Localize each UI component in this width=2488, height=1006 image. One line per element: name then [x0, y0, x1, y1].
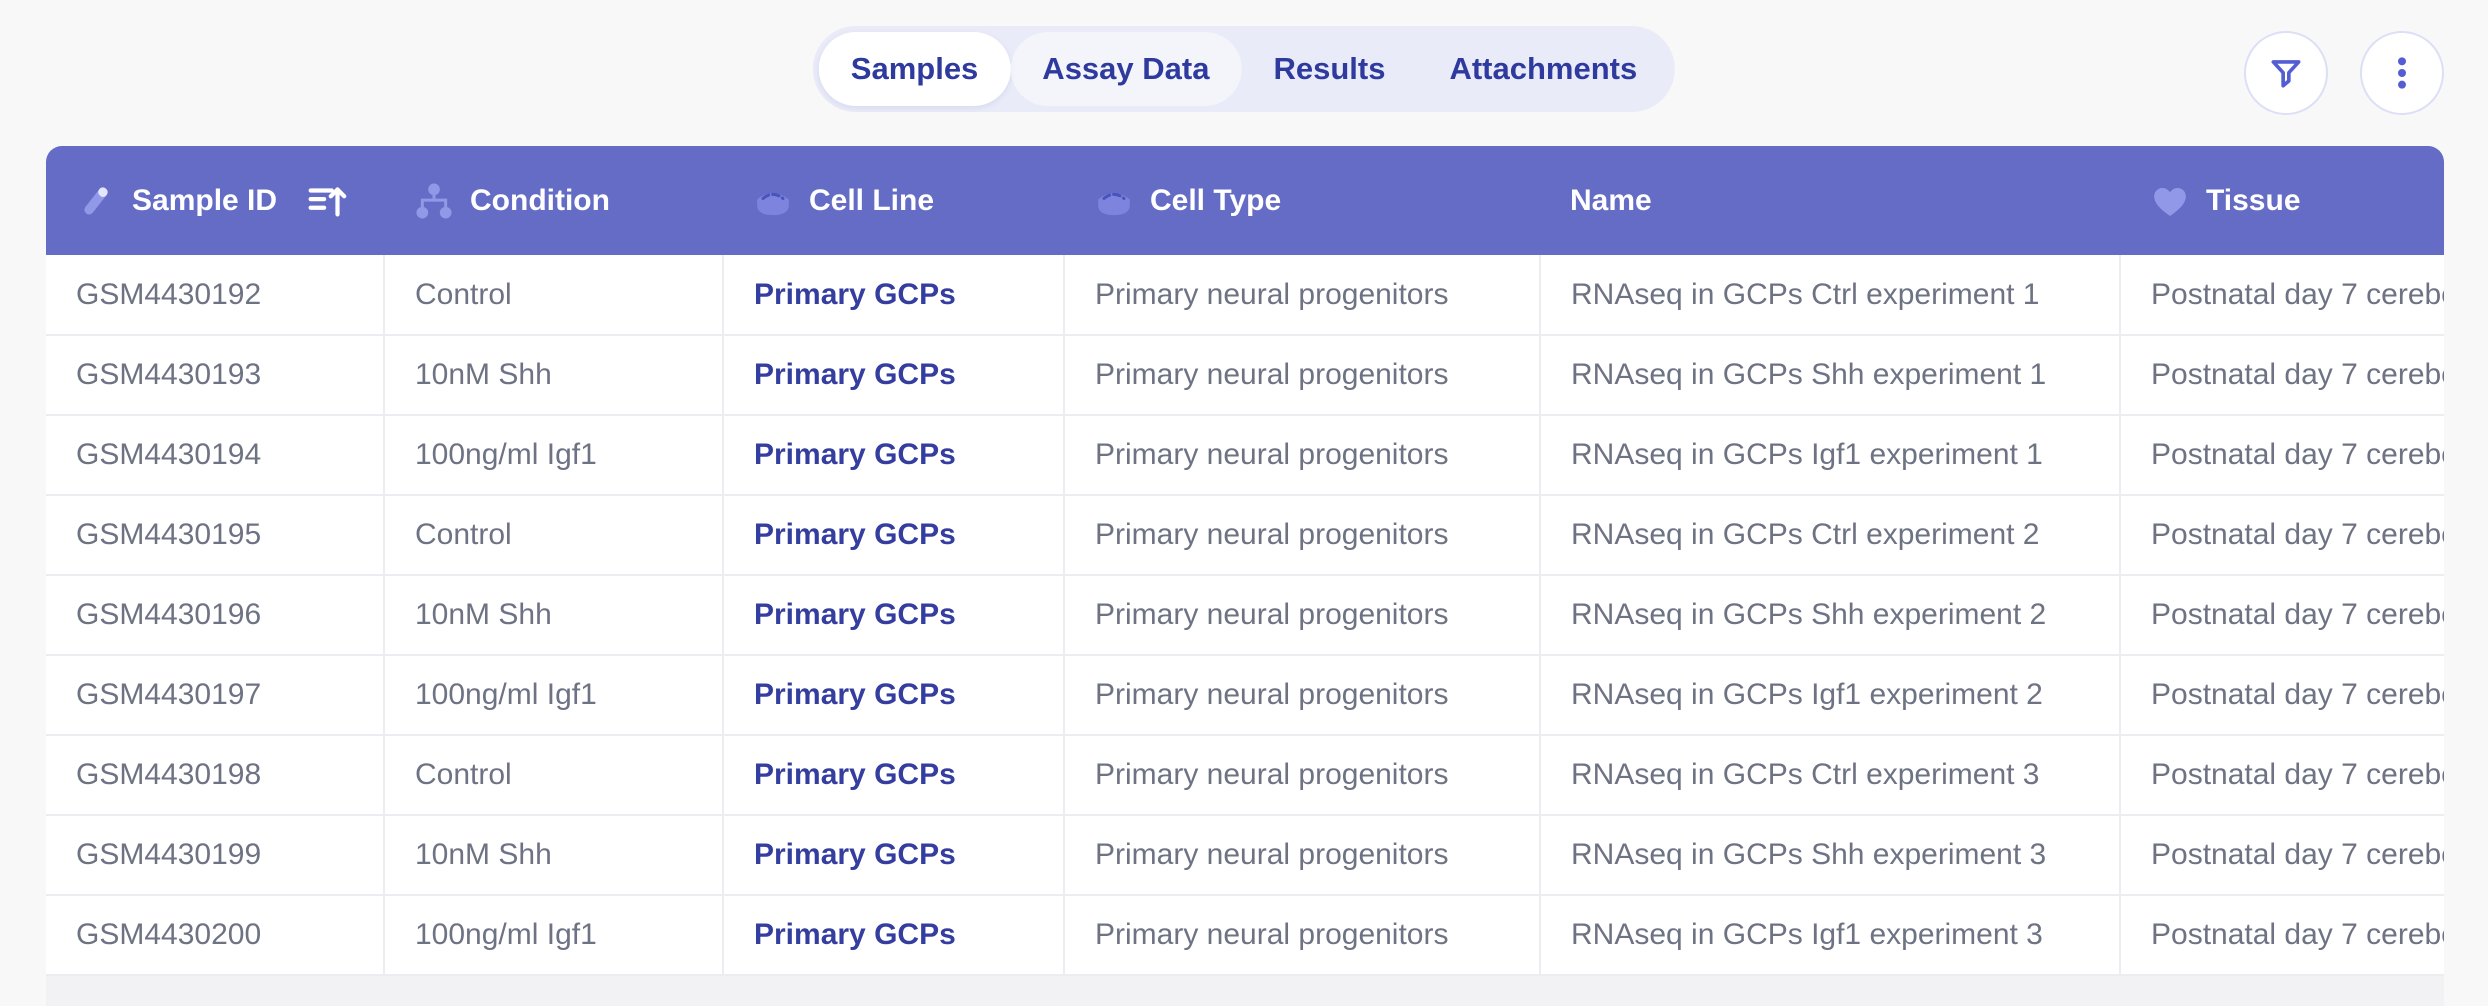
- column-label: Cell Line: [809, 183, 935, 217]
- tissue-cell: Postnatal day 7 cerebellum: [2120, 895, 2444, 976]
- cell-line-link[interactable]: Primary GCPs: [723, 815, 1065, 896]
- tissue-cell: Postnatal day 7 cerebellum: [2120, 415, 2444, 496]
- cell-type-cell: Primary neural progenitors: [1064, 575, 1541, 656]
- cell-line-link[interactable]: Primary GCPs: [723, 735, 1065, 816]
- column-header-tissue[interactable]: Tissue: [2120, 146, 2444, 255]
- sample-id-cell: GSM4430194: [46, 415, 385, 496]
- tissue-cell: Postnatal day 7 cerebellum: [2120, 735, 2444, 816]
- cell-type-cell: Primary neural progenitors: [1064, 895, 1541, 976]
- condition-cell: 10nM Shh: [384, 575, 724, 656]
- sort-ascending-icon: [303, 178, 349, 224]
- condition-cell: Control: [384, 255, 724, 336]
- sample-id-cell: GSM4430195: [46, 495, 385, 576]
- sample-id-cell: GSM4430196: [46, 575, 385, 656]
- filter-button[interactable]: [2244, 31, 2328, 115]
- table-header-row: Sample ID: [46, 146, 2444, 255]
- table-row: GSM4430200 100ng/ml Igf1 Primary GCPs Pr…: [46, 895, 2444, 976]
- cell-line-link[interactable]: Primary GCPs: [723, 895, 1065, 976]
- column-header-condition[interactable]: Condition: [384, 146, 723, 255]
- table-row: GSM4430193 10nM Shh Primary GCPs Primary…: [46, 335, 2444, 416]
- hierarchy-icon: [414, 181, 454, 221]
- table-row: GSM4430198 Control Primary GCPs Primary …: [46, 735, 2444, 816]
- test-tube-icon: [76, 181, 116, 221]
- condition-cell: 100ng/ml Igf1: [384, 895, 724, 976]
- column-label: Name: [1570, 183, 1652, 217]
- tab-attachments[interactable]: Attachments: [1417, 32, 1669, 106]
- tab-samples[interactable]: Samples: [818, 32, 1011, 106]
- table-footer: [46, 976, 2444, 1006]
- tab-assay-data[interactable]: Assay Data: [1010, 32, 1242, 106]
- column-label: Cell Type: [1150, 183, 1282, 217]
- petri-dish-icon: [1094, 181, 1134, 221]
- view-tab-bar: Samples Assay Data Results Attachments: [812, 26, 1676, 112]
- sample-id-cell: GSM4430197: [46, 655, 385, 736]
- tissue-cell: Postnatal day 7 cerebellum: [2120, 495, 2444, 576]
- tissue-cell: Postnatal day 7 cerebellum: [2120, 655, 2444, 736]
- condition-cell: Control: [384, 735, 724, 816]
- tissue-cell: Postnatal day 7 cerebellum: [2120, 815, 2444, 896]
- name-cell: RNAseq in GCPs Shh experiment 2: [1540, 575, 2121, 656]
- tissue-cell: Postnatal day 7 cerebellum: [2120, 255, 2444, 336]
- condition-cell: Control: [384, 495, 724, 576]
- table-row: GSM4430199 10nM Shh Primary GCPs Primary…: [46, 815, 2444, 896]
- cell-type-cell: Primary neural progenitors: [1064, 655, 1541, 736]
- cell-line-link[interactable]: Primary GCPs: [723, 255, 1065, 336]
- cell-line-link[interactable]: Primary GCPs: [723, 335, 1065, 416]
- table-row: GSM4430196 10nM Shh Primary GCPs Primary…: [46, 575, 2444, 656]
- name-cell: RNAseq in GCPs Igf1 experiment 2: [1540, 655, 2121, 736]
- sample-id-cell: GSM4430193: [46, 335, 385, 416]
- column-label: Tissue: [2206, 183, 2301, 217]
- petri-dish-icon: [753, 181, 793, 221]
- cell-line-link[interactable]: Primary GCPs: [723, 495, 1065, 576]
- kebab-menu-icon: [2382, 53, 2422, 93]
- cell-type-cell: Primary neural progenitors: [1064, 255, 1541, 336]
- name-cell: RNAseq in GCPs Ctrl experiment 2: [1540, 495, 2121, 576]
- more-options-button[interactable]: [2360, 31, 2444, 115]
- filter-funnel-icon: [2267, 54, 2305, 92]
- table-row: GSM4430195 Control Primary GCPs Primary …: [46, 495, 2444, 576]
- samples-table: Sample ID: [46, 146, 2444, 1006]
- sample-id-cell: GSM4430200: [46, 895, 385, 976]
- cell-line-link[interactable]: Primary GCPs: [723, 575, 1065, 656]
- table-row: GSM4430192 Control Primary GCPs Primary …: [46, 255, 2444, 336]
- column-label: Sample ID: [132, 183, 278, 217]
- condition-cell: 10nM Shh: [384, 335, 724, 416]
- sample-id-cell: GSM4430198: [46, 735, 385, 816]
- column-header-cell-line[interactable]: Cell Line: [723, 146, 1064, 255]
- heart-icon: [2150, 181, 2190, 221]
- name-cell: RNAseq in GCPs Igf1 experiment 3: [1540, 895, 2121, 976]
- cell-type-cell: Primary neural progenitors: [1064, 495, 1541, 576]
- name-cell: RNAseq in GCPs Shh experiment 3: [1540, 815, 2121, 896]
- tab-results[interactable]: Results: [1241, 32, 1417, 106]
- name-cell: RNAseq in GCPs Ctrl experiment 3: [1540, 735, 2121, 816]
- column-header-sample-id[interactable]: Sample ID: [46, 146, 384, 255]
- sample-id-cell: GSM4430192: [46, 255, 385, 336]
- table-row: GSM4430197 100ng/ml Igf1 Primary GCPs Pr…: [46, 655, 2444, 736]
- cell-type-cell: Primary neural progenitors: [1064, 735, 1541, 816]
- tissue-cell: Postnatal day 7 cerebellum: [2120, 335, 2444, 416]
- table-row: GSM4430194 100ng/ml Igf1 Primary GCPs Pr…: [46, 415, 2444, 496]
- column-label: Condition: [470, 183, 610, 217]
- name-cell: RNAseq in GCPs Igf1 experiment 1: [1540, 415, 2121, 496]
- tissue-cell: Postnatal day 7 cerebellum: [2120, 575, 2444, 656]
- condition-cell: 100ng/ml Igf1: [384, 415, 724, 496]
- cell-line-link[interactable]: Primary GCPs: [723, 655, 1065, 736]
- sample-id-cell: GSM4430199: [46, 815, 385, 896]
- cell-type-cell: Primary neural progenitors: [1064, 335, 1541, 416]
- cell-type-cell: Primary neural progenitors: [1064, 815, 1541, 896]
- name-cell: RNAseq in GCPs Shh experiment 1: [1540, 335, 2121, 416]
- cell-line-link[interactable]: Primary GCPs: [723, 415, 1065, 496]
- condition-cell: 10nM Shh: [384, 815, 724, 896]
- cell-type-cell: Primary neural progenitors: [1064, 415, 1541, 496]
- name-cell: RNAseq in GCPs Ctrl experiment 1: [1540, 255, 2121, 336]
- condition-cell: 100ng/ml Igf1: [384, 655, 724, 736]
- column-header-cell-type[interactable]: Cell Type: [1064, 146, 1540, 255]
- column-header-name[interactable]: Name: [1540, 146, 2120, 255]
